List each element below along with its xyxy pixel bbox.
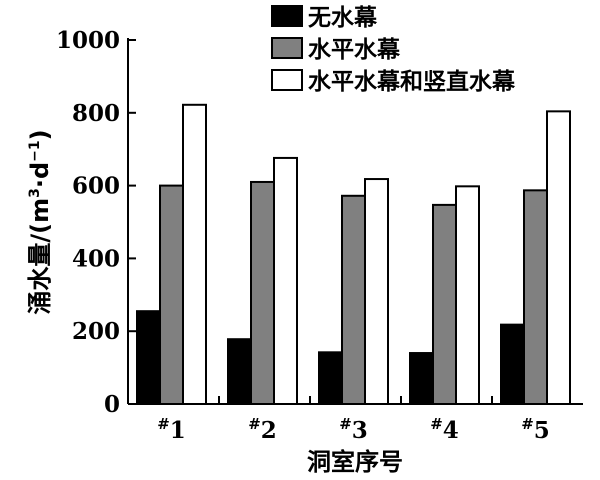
y-axis-label-sup2: −1: [27, 140, 43, 161]
x-tick-label: #2: [248, 415, 277, 444]
x-tick-label-sup: #: [157, 415, 170, 433]
x-axis-label: 洞室序号: [307, 448, 403, 476]
y-tick-label: 0: [104, 391, 120, 418]
y-axis-label-sup1: 3: [27, 188, 43, 198]
y-tick-label: 400: [72, 245, 120, 272]
y-axis-label: 涌水量/(m3·d−1): [26, 129, 54, 314]
y-axis-label-end: ): [26, 129, 54, 140]
axes: [127, 38, 583, 405]
x-tick-label-sup: #: [521, 415, 534, 433]
y-ticks: 0 200 400 600 800 1000: [56, 27, 136, 418]
legend-swatch: [271, 5, 303, 27]
bar: [523, 189, 548, 405]
y-tick-label: 200: [72, 318, 120, 345]
legend-label: 水平水幕: [308, 37, 401, 63]
x-tick-label: #5: [521, 415, 550, 444]
bar: [136, 310, 161, 405]
legend-label: 水平水幕和竖直水幕: [308, 68, 516, 95]
bar: [364, 178, 389, 405]
bar: [409, 352, 434, 406]
x-tick-label-num: 1: [170, 417, 186, 444]
x-tick-label-sup: #: [339, 415, 352, 433]
legend-label: 无水幕: [308, 5, 378, 31]
legend-swatch: [271, 69, 303, 91]
y-tick-label: 600: [72, 173, 120, 200]
y-tick-label: 800: [72, 100, 120, 127]
bar: [341, 194, 366, 405]
bars: [136, 103, 571, 406]
x-tick-label-num: 3: [352, 417, 368, 444]
y-tick-label: 1000: [56, 27, 120, 54]
bar: [432, 203, 457, 405]
bar: [546, 110, 571, 406]
x-ticks: #1 #2 #3 #4 #5: [157, 396, 550, 444]
bar: [250, 180, 275, 405]
bar: [318, 351, 343, 406]
bar: [182, 103, 207, 406]
bar: [455, 185, 480, 405]
x-tick-label-num: 5: [534, 417, 550, 444]
bar: [500, 323, 525, 406]
x-tick-label-num: 4: [443, 417, 459, 444]
x-tick-label-sup: #: [430, 415, 443, 433]
x-tick-label-num: 2: [261, 417, 277, 444]
x-tick-label-sup: #: [248, 415, 261, 433]
y-axis-label-main: 涌水量/(m: [26, 198, 54, 315]
y-axis-label-mid: ·d: [26, 162, 54, 188]
x-tick-label: #3: [339, 415, 368, 444]
bar: [273, 156, 298, 405]
x-tick-label: #1: [157, 415, 186, 444]
bar: [159, 184, 184, 405]
legend-swatch: [271, 37, 303, 59]
bar: [227, 338, 252, 406]
x-tick-label: #4: [430, 415, 459, 444]
